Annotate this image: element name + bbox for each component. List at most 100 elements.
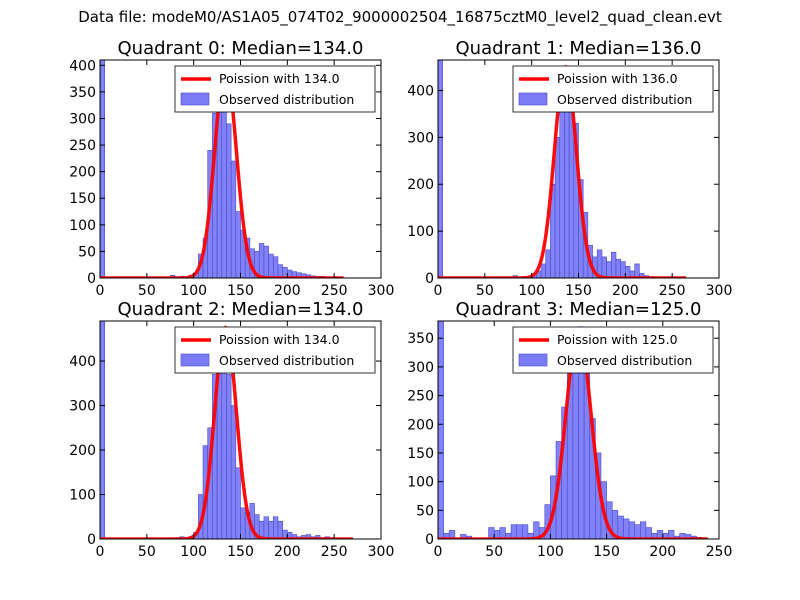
- histogram-bar: [545, 249, 551, 278]
- histogram-bar: [606, 261, 612, 278]
- x-tick-label: 250: [706, 544, 733, 560]
- histogram-bar: [620, 261, 626, 278]
- quadrant-2-title: Quadrant 2: Median=134.0: [118, 299, 364, 320]
- histogram-bar: [625, 265, 631, 278]
- histogram-bar: [617, 515, 624, 539]
- y-tick-label: 0: [425, 271, 434, 287]
- legend-poisson-label: Poission with 134.0: [219, 71, 340, 86]
- y-tick-label: 250: [407, 389, 434, 405]
- quadrant-3-title: Quadrant 3: Median=125.0: [456, 299, 702, 320]
- y-tick-label: 200: [407, 177, 434, 193]
- histogram-bar: [510, 524, 517, 539]
- legend-bars-swatch: [518, 92, 548, 106]
- histogram-bar: [235, 211, 241, 278]
- histogram-bar: [221, 88, 227, 278]
- histogram-bar: [438, 321, 444, 539]
- quadrant-0-legend: Poission with 134.0 Observed distribution: [174, 65, 376, 113]
- x-tick-label: 100: [180, 544, 207, 560]
- histogram-bar: [628, 521, 636, 539]
- y-tick-label: 100: [69, 218, 96, 234]
- histogram-bar: [263, 245, 269, 278]
- histogram-bar: [100, 321, 105, 539]
- legend-observed-label: Observed distribution: [219, 92, 354, 107]
- y-tick-label: 150: [407, 446, 434, 462]
- x-tick-label: 300: [368, 544, 395, 560]
- histogram-bar: [277, 264, 283, 278]
- histogram-bar: [640, 521, 647, 539]
- quadrant-0-title: Quadrant 0: Median=134.0: [118, 38, 364, 59]
- quadrant-2-panel: 0 50 100 150 200 250 300 0 100 200 300 400 Quadrant …: [69, 299, 394, 560]
- y-tick-label: 200: [407, 417, 434, 433]
- x-tick-label: 50: [138, 283, 156, 299]
- y-tick-label: 0: [87, 271, 96, 287]
- histogram-bar: [100, 60, 105, 278]
- histogram-bar: [226, 123, 232, 278]
- x-tick-label: 50: [138, 544, 156, 560]
- y-tick-label: 300: [69, 111, 96, 127]
- x-tick-label: 150: [593, 544, 620, 560]
- histogram-bar: [601, 256, 607, 278]
- y-tick-label: 400: [69, 58, 96, 74]
- histogram-bar: [634, 263, 640, 278]
- histogram-bar: [521, 524, 529, 539]
- x-tick-label: 200: [649, 544, 676, 560]
- x-tick-label: 150: [227, 283, 254, 299]
- quadrant-1-panel: 0 50 100 150 200 250 300 0 100 200 300 400 Quadrant …: [407, 38, 732, 299]
- y-tick-label: 200: [69, 443, 96, 459]
- histogram-bar: [235, 467, 241, 539]
- histogram-bar: [226, 374, 232, 539]
- histogram-bar: [610, 251, 617, 278]
- x-tick-label: 0: [96, 283, 105, 299]
- legend-poisson-label: Poission with 136.0: [557, 71, 678, 86]
- histogram-bar: [263, 516, 269, 539]
- x-tick-label: 250: [321, 544, 348, 560]
- histogram-bar: [272, 516, 279, 539]
- x-tick-label: 0: [96, 544, 105, 560]
- legend-bars-swatch: [180, 353, 210, 367]
- x-tick-label: 200: [274, 283, 301, 299]
- legend-bars-swatch: [180, 92, 210, 106]
- x-tick-label: 0: [434, 544, 443, 560]
- y-tick-label: 100: [407, 224, 434, 240]
- histogram-bar: [623, 518, 630, 539]
- histogram-bar: [438, 60, 443, 278]
- y-tick-label: 400: [69, 354, 96, 370]
- x-tick-label: 50: [485, 544, 503, 560]
- histogram-bar: [554, 137, 561, 278]
- y-tick-label: 300: [407, 360, 434, 376]
- histogram-bar: [230, 160, 237, 278]
- y-tick-label: 350: [407, 331, 434, 347]
- y-tick-label: 0: [425, 532, 434, 548]
- x-tick-label: 50: [476, 283, 494, 299]
- histogram-bar: [240, 507, 246, 539]
- histogram-bar: [268, 253, 274, 278]
- x-tick-label: 250: [659, 283, 686, 299]
- histogram-bar: [277, 520, 283, 539]
- quadrant-1-title: Quadrant 1: Median=136.0: [456, 38, 702, 59]
- x-tick-label: 100: [518, 283, 545, 299]
- histogram-bar: [516, 524, 523, 539]
- histogram-bar: [230, 405, 237, 539]
- histogram-bar: [559, 99, 565, 278]
- y-tick-label: 250: [69, 138, 96, 154]
- legend-observed-label: Observed distribution: [219, 353, 354, 368]
- x-tick-label: 0: [434, 283, 443, 299]
- axes-frame: [437, 320, 720, 540]
- y-tick-label: 100: [69, 488, 96, 504]
- y-tick-label: 0: [87, 532, 96, 548]
- x-tick-label: 250: [321, 283, 348, 299]
- quadrant-3-legend: Poission with 125.0 Observed distribution: [512, 326, 714, 374]
- legend-bars-swatch: [518, 353, 548, 367]
- histogram-bar: [615, 258, 621, 278]
- quadrant-2-legend: Poission with 134.0 Observed distribution: [174, 326, 376, 374]
- x-tick-label: 150: [565, 283, 592, 299]
- y-tick-label: 350: [69, 85, 96, 101]
- y-tick-label: 300: [69, 399, 96, 415]
- histogram-bar: [272, 256, 279, 278]
- legend-observed-label: Observed distribution: [557, 353, 692, 368]
- x-tick-label: 300: [706, 283, 733, 299]
- histogram-bar: [540, 263, 547, 278]
- legend-poisson-label: Poission with 125.0: [557, 332, 678, 347]
- histogram-bar: [634, 524, 641, 539]
